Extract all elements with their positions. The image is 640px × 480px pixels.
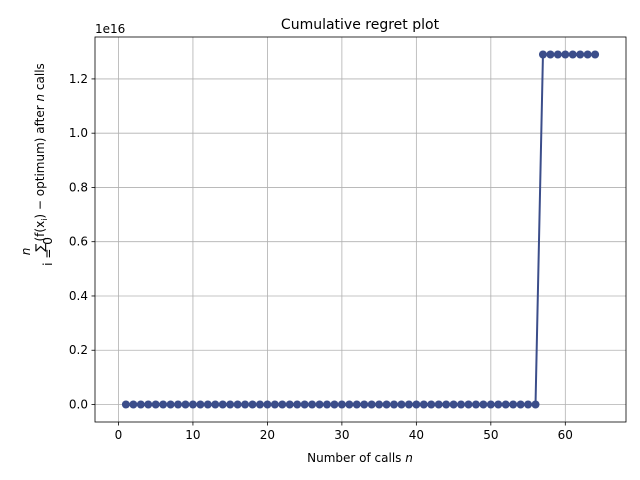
data-point <box>330 400 339 409</box>
data-point <box>404 400 413 409</box>
x-tick-label: 10 <box>185 428 200 442</box>
data-point <box>449 400 458 409</box>
data-point <box>568 50 577 59</box>
data-point <box>233 400 242 409</box>
data-point <box>397 400 406 409</box>
data-point <box>300 400 309 409</box>
x-axis-label: Number of calls n <box>307 451 413 465</box>
x-tick-label: 60 <box>558 428 573 442</box>
ticks: 0 10 20 30 40 50 60 0.0 0.2 0.4 0.6 0.8 1.0 1.2 <box>69 72 573 442</box>
data-point <box>561 50 570 59</box>
data-point <box>144 400 153 409</box>
data-point <box>159 400 168 409</box>
data-point <box>382 400 391 409</box>
data-point <box>531 400 540 409</box>
x-axis-label-text: Number of calls <box>307 451 401 465</box>
data-point <box>486 400 495 409</box>
data-point <box>136 400 145 409</box>
data-point <box>121 400 130 409</box>
y-axis-label-var: n <box>33 94 47 102</box>
data-point <box>308 400 317 409</box>
data-point <box>166 400 175 409</box>
data-point <box>181 400 190 409</box>
y-tick-label: 0.8 <box>69 180 88 194</box>
data-point <box>427 400 436 409</box>
data-point <box>211 400 220 409</box>
data-point <box>516 400 525 409</box>
data-point <box>345 400 354 409</box>
y-tick-label: 1.0 <box>69 126 88 140</box>
data-point <box>188 400 197 409</box>
data-point <box>457 400 466 409</box>
x-axis-label-var: n <box>405 451 413 465</box>
series-line <box>125 53 596 406</box>
data-point <box>174 400 183 409</box>
series-layer <box>121 50 600 409</box>
data-point <box>196 400 205 409</box>
data-point <box>479 400 488 409</box>
data-point <box>352 400 361 409</box>
data-point <box>129 400 138 409</box>
data-point <box>367 400 376 409</box>
data-point <box>293 400 302 409</box>
data-point <box>241 400 250 409</box>
x-tick-label: 30 <box>334 428 349 442</box>
y-offset-label: 1e16 <box>95 22 125 36</box>
plot-frame <box>94 36 627 423</box>
y-tick-label: 0.6 <box>69 235 88 249</box>
y-axis-label-body: (f(xi) − optimum) after n calls <box>33 63 49 241</box>
data-point <box>315 400 324 409</box>
chart-title: Cumulative regret plot <box>281 17 440 33</box>
data-point <box>278 400 287 409</box>
x-tick-label: 0 <box>115 428 123 442</box>
data-point <box>375 400 384 409</box>
y-axis-label-body-tail: ) − optimum) after <box>33 105 47 218</box>
data-point <box>546 50 555 59</box>
y-axis-label: ∑ n i = 0 (f(xi) − optimum) after n call… <box>19 63 55 266</box>
x-tick-label: 50 <box>483 428 498 442</box>
y-tick-label: 0.4 <box>69 289 88 303</box>
data-point <box>583 50 592 59</box>
y-axis-label-sum-top: n <box>19 248 33 256</box>
data-point <box>218 400 227 409</box>
data-point <box>337 400 346 409</box>
data-point <box>419 400 428 409</box>
data-point <box>226 400 235 409</box>
y-axis-label-tail: calls <box>33 63 47 90</box>
x-tick-label: 20 <box>260 428 275 442</box>
data-point <box>412 400 421 409</box>
data-point <box>576 50 585 59</box>
data-point <box>151 400 160 409</box>
data-point <box>524 400 533 409</box>
y-tick-label: 0.0 <box>69 398 88 412</box>
data-point <box>464 400 473 409</box>
data-point <box>434 400 443 409</box>
y-axis-label-body-text: (f(x <box>33 221 47 242</box>
data-point <box>471 400 480 409</box>
data-point <box>322 400 331 409</box>
data-point <box>591 50 600 59</box>
data-point <box>203 400 212 409</box>
data-point <box>390 400 399 409</box>
data-point <box>248 400 257 409</box>
data-point <box>494 400 503 409</box>
data-point <box>270 400 279 409</box>
data-point <box>501 400 510 409</box>
y-axis-label-sum: ∑ <box>33 244 47 252</box>
x-tick-label: 40 <box>409 428 424 442</box>
grid <box>95 37 626 422</box>
y-tick-label: 1.2 <box>69 72 88 86</box>
data-point <box>263 400 272 409</box>
data-point <box>553 50 562 59</box>
data-point <box>509 400 518 409</box>
y-axis-label-body-sub: i <box>40 219 49 221</box>
y-tick-label: 0.2 <box>69 343 88 357</box>
y-axis-label-sum-bottom: i = 0 <box>41 237 55 266</box>
data-point <box>255 400 264 409</box>
data-point <box>360 400 369 409</box>
data-point <box>538 50 547 59</box>
data-point <box>285 400 294 409</box>
data-point <box>442 400 451 409</box>
